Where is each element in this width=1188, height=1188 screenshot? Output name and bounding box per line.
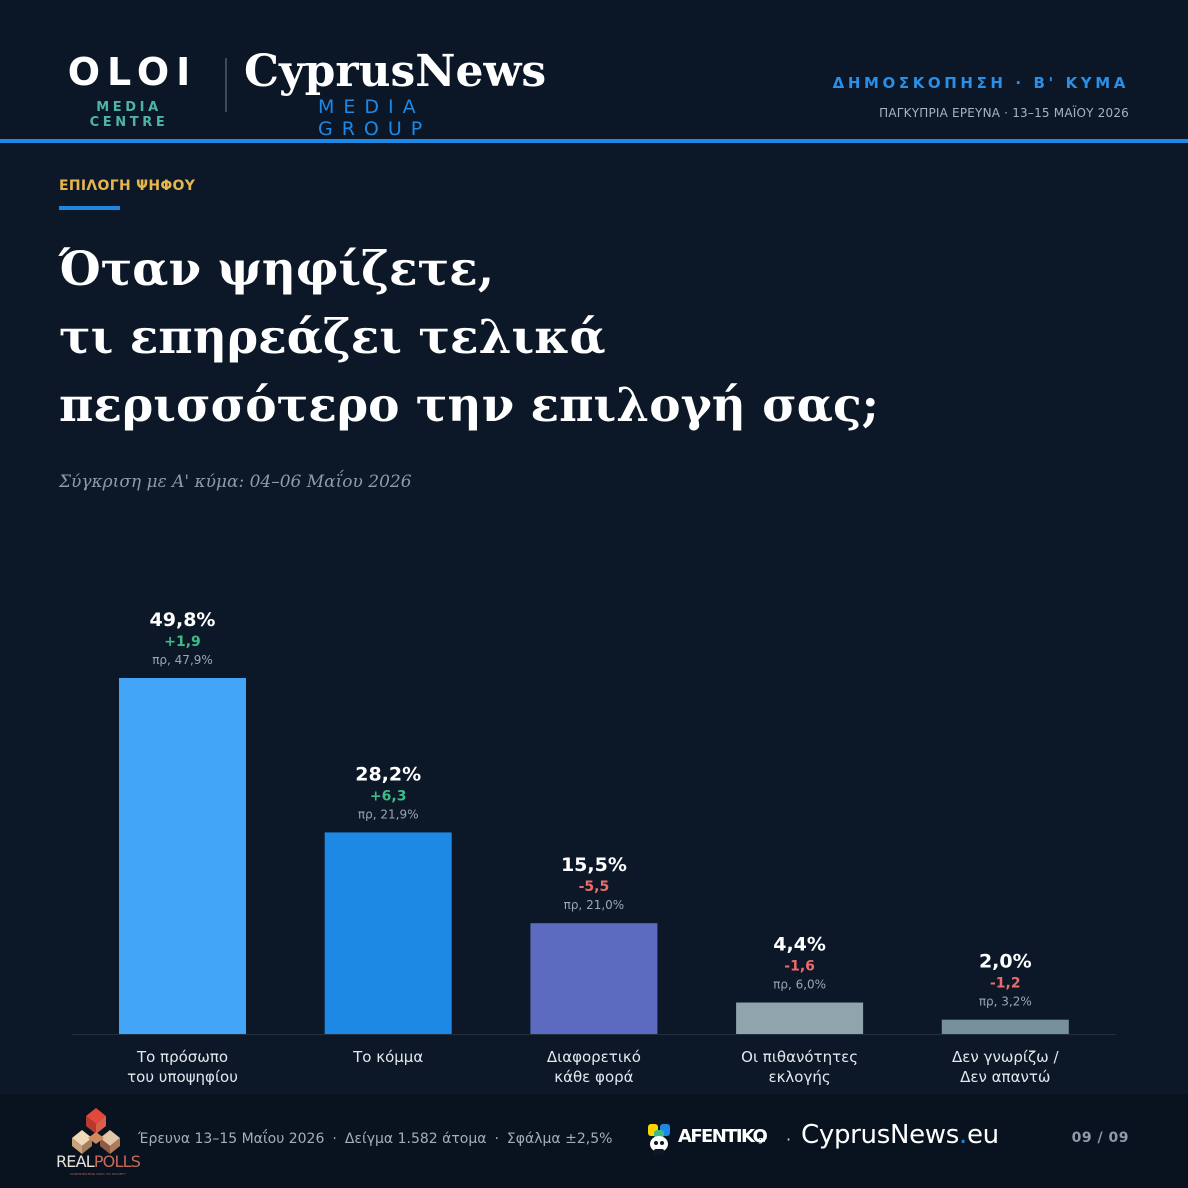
question-line: τι επηρεάζει τελικά	[59, 310, 606, 365]
cyprusnews-footer-dot: .	[959, 1120, 967, 1150]
bar	[119, 678, 246, 1034]
cyprusnews-logo: CyprusNews MEDIA GROUP	[244, 46, 547, 140]
logo-divider	[225, 58, 227, 112]
oloi-logo: OLOI MEDIA CENTRE	[54, 50, 204, 130]
category-label: εκλογής	[768, 1068, 830, 1086]
question-line: Όταν ψηφίζετε,	[59, 242, 495, 297]
category-label: Οι πιθανότητες	[741, 1048, 858, 1066]
bar	[324, 832, 452, 1034]
realpolls-logo: REALPOLLS CONTRIBUTING DATA TO SOCIETY	[46, 1108, 150, 1176]
bar-value-label: 28,2%	[355, 763, 421, 785]
survey-dates: Έρευνα 13–15 Μαΐου 2026	[138, 1131, 325, 1147]
sample-size: Δείγμα 1.582 άτομα	[344, 1131, 487, 1147]
bar-value-label: 4,4%	[773, 934, 826, 956]
realpolls-tagline: CONTRIBUTING DATA TO SOCIETY	[69, 1172, 127, 1176]
bar-value-label: 2,0%	[979, 951, 1032, 973]
margin-of-error: Σφάλμα ±2,5%	[506, 1131, 613, 1147]
afentiko-mascot-icon	[648, 1124, 670, 1155]
bar-previous-label: πρ, 21,9%	[358, 807, 419, 821]
header: OLOI MEDIA CENTRE CyprusNews MEDIA GROUP…	[0, 0, 1188, 140]
compare-note: Σύγκριση με Α' κύμα: 04–06 Μαΐου 2026	[59, 472, 412, 492]
question-title: Όταν ψηφίζετε, τι επηρεάζει τελικά περισ…	[59, 236, 1059, 440]
wave-label: ΔΗΜΟΣΚΟΠΗΣΗ · Β' ΚΥΜΑ	[832, 74, 1129, 92]
cyprusnews-logo-sub: MEDIA GROUP	[318, 96, 432, 140]
survey-meta: ΠΑΓΚΥΠΡΙΑ ΕΡΕΥΝΑ · 13–15 ΜΑΪΟΥ 2026	[879, 106, 1129, 120]
bar	[530, 923, 658, 1034]
header-rule	[0, 139, 1188, 143]
afentiko-wordmark: AFENTIKO	[678, 1126, 768, 1147]
bar-previous-label: πρ, 6,0%	[773, 978, 826, 992]
cyprusnews-footer-tld: eu	[966, 1120, 999, 1150]
realpolls-real: REAL	[55, 1152, 95, 1171]
header-info: ΔΗΜΟΣΚΟΠΗΣΗ · Β' ΚΥΜΑ ΠΑΓΚΥΠΡΙΑ ΕΡΕΥΝΑ ·…	[833, 74, 1129, 120]
category-label: Το πρόσωπο	[136, 1048, 228, 1066]
category-label: Διαφορετικό	[547, 1048, 641, 1066]
realpolls-cube-icon	[72, 1108, 120, 1154]
category-label: κάθε φορά	[554, 1068, 633, 1086]
question-line: περισσότερο την επιλογή σας;	[59, 378, 879, 433]
page-number: 09 / 09	[1071, 1130, 1129, 1146]
footer-separator: ·	[786, 1130, 792, 1149]
bar	[736, 1002, 864, 1034]
section-label: ΕΠΙΛΟΓΗ ΨΗΦΟΥ	[59, 178, 196, 194]
category-label: του υποψηφίου	[127, 1068, 238, 1086]
bar	[941, 1019, 1069, 1034]
section-underline	[59, 206, 120, 210]
bar-change-label: -5,5	[579, 879, 610, 895]
cyprusnews-footer-logo: CyprusNews.eu	[801, 1120, 999, 1150]
bar-value-label: 15,5%	[561, 854, 627, 876]
bar-value-label: 49,8%	[150, 609, 216, 631]
afentiko-logo: AFENTIKO gr	[646, 1122, 768, 1156]
bar-change-label: +6,3	[370, 788, 407, 804]
footer: REALPOLLS CONTRIBUTING DATA TO SOCIETY Έ…	[0, 1094, 1188, 1188]
oloi-logo-sub: MEDIA CENTRE	[89, 100, 169, 130]
bar-change-label: -1,6	[784, 959, 815, 975]
category-label: Το κόμμα	[352, 1048, 423, 1066]
realpolls-wordmark: REALPOLLS	[46, 1152, 150, 1171]
category-label: Δεν απαντώ	[960, 1068, 1050, 1086]
oloi-logo-word: OLOI	[67, 50, 198, 94]
bar-previous-label: πρ, 21,0%	[564, 898, 625, 912]
bar-change-label: -1,2	[990, 976, 1021, 992]
bar-previous-label: πρ, 47,9%	[152, 653, 213, 667]
cyprusnews-footer-name: CyprusNews	[801, 1120, 960, 1150]
bar-previous-label: πρ, 3,2%	[979, 995, 1032, 1009]
afentiko-sup: gr	[758, 1136, 767, 1144]
bar-chart: 49,8% +1,9 πρ, 47,9% Το πρόσωπο του υποψηφίο…	[72, 609, 1116, 1086]
footer-survey-info: Έρευνα 13–15 Μαΐου 2026 · Δείγμα 1.582 άτο…	[138, 1131, 613, 1147]
cyprusnews-logo-word: CyprusNews	[244, 46, 547, 97]
bar-change-label: +1,9	[164, 634, 201, 650]
category-label: Δεν γνωρίζω /	[952, 1048, 1059, 1066]
realpolls-polls: POLLS	[93, 1152, 141, 1171]
